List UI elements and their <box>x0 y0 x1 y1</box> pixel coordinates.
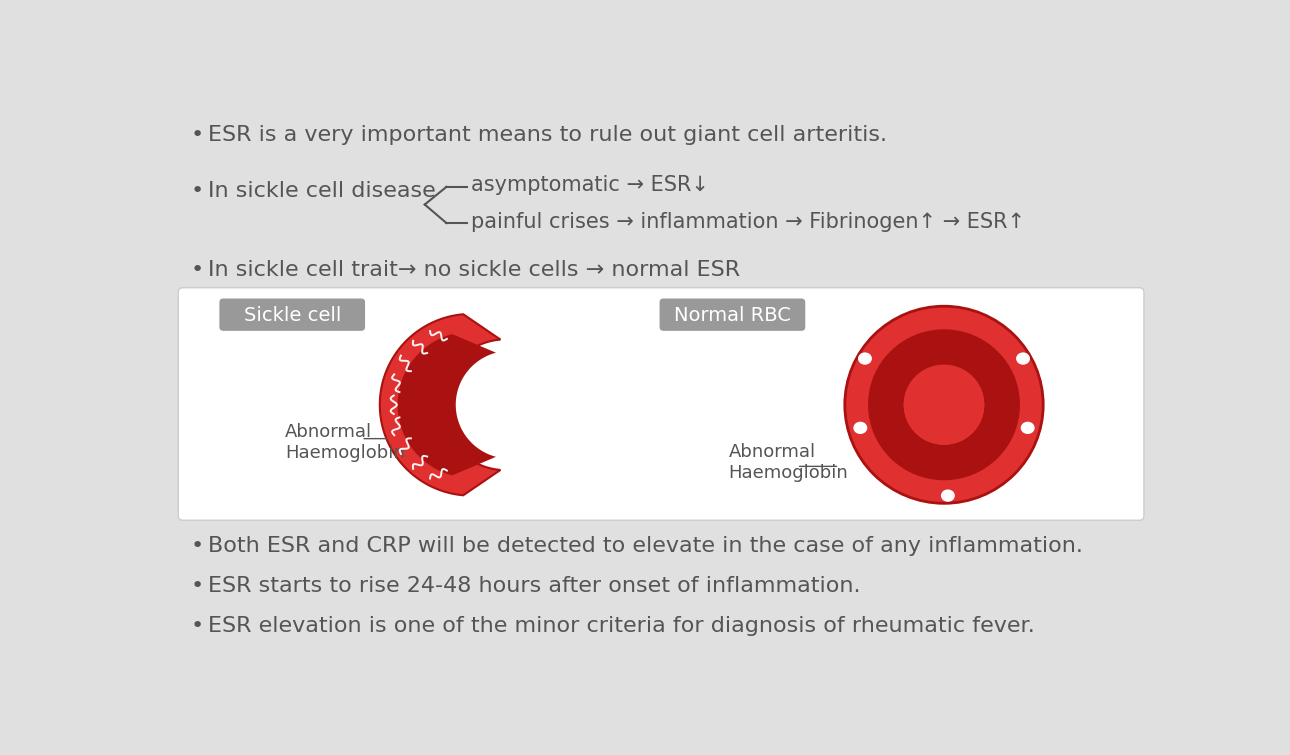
Text: ESR is a very important means to rule out giant cell arteritis.: ESR is a very important means to rule ou… <box>208 125 886 145</box>
Text: Sickle cell: Sickle cell <box>244 306 341 325</box>
Text: ESR elevation is one of the minor criteria for diagnosis of rheumatic fever.: ESR elevation is one of the minor criter… <box>208 616 1035 636</box>
Ellipse shape <box>940 489 955 502</box>
Text: painful crises → inflammation → Fibrinogen↑ → ESR↑: painful crises → inflammation → Fibrinog… <box>471 211 1026 232</box>
Text: •: • <box>191 535 204 556</box>
Circle shape <box>904 365 984 445</box>
FancyBboxPatch shape <box>659 298 805 331</box>
Ellipse shape <box>858 353 872 365</box>
Polygon shape <box>379 314 501 495</box>
Text: Abnormal
Haemoglobin: Abnormal Haemoglobin <box>285 424 405 462</box>
FancyBboxPatch shape <box>219 298 365 331</box>
Ellipse shape <box>1017 353 1029 365</box>
Text: •: • <box>191 181 204 202</box>
Text: Normal RBC: Normal RBC <box>673 306 791 325</box>
Text: ESR starts to rise 24-48 hours after onset of inflammation.: ESR starts to rise 24-48 hours after ons… <box>208 576 860 596</box>
Ellipse shape <box>853 422 867 434</box>
Circle shape <box>845 307 1044 504</box>
Text: •: • <box>191 576 204 596</box>
FancyBboxPatch shape <box>178 288 1144 520</box>
Text: •: • <box>191 125 204 145</box>
Text: asymptomatic → ESR↓: asymptomatic → ESR↓ <box>471 175 710 196</box>
Text: •: • <box>191 616 204 636</box>
Polygon shape <box>397 334 495 476</box>
Text: In sickle cell disease: In sickle cell disease <box>208 181 436 202</box>
Text: •: • <box>191 260 204 280</box>
Text: Abnormal
Haemoglobin: Abnormal Haemoglobin <box>729 443 849 482</box>
Text: Both ESR and CRP will be detected to elevate in the case of any inflammation.: Both ESR and CRP will be detected to ele… <box>208 535 1082 556</box>
Text: In sickle cell trait→ no sickle cells → normal ESR: In sickle cell trait→ no sickle cells → … <box>208 260 740 280</box>
Ellipse shape <box>1020 422 1035 434</box>
